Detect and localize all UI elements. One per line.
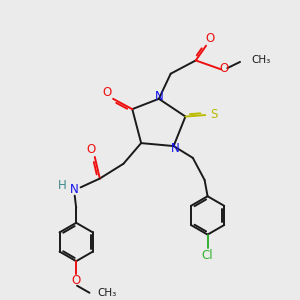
- Text: H: H: [58, 178, 67, 191]
- Text: Cl: Cl: [202, 249, 213, 262]
- Text: O: O: [102, 86, 111, 99]
- Text: O: O: [220, 62, 229, 75]
- Text: O: O: [86, 143, 96, 156]
- Text: N: N: [154, 90, 163, 103]
- Text: N: N: [70, 183, 79, 196]
- Text: CH₃: CH₃: [251, 56, 271, 65]
- Text: O: O: [205, 32, 214, 45]
- Text: O: O: [72, 274, 81, 287]
- Text: N: N: [171, 142, 179, 154]
- Text: CH₃: CH₃: [98, 288, 117, 298]
- Text: S: S: [210, 108, 218, 121]
